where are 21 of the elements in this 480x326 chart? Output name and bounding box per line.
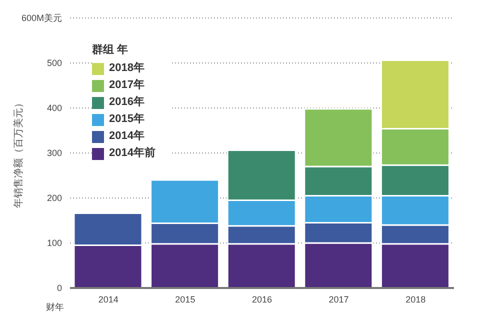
legend-title: 群组 年: [92, 42, 130, 58]
legend-label: 2015年: [109, 112, 144, 127]
legend-label: 2014年: [109, 128, 144, 144]
y-tick-label: 200: [46, 193, 62, 204]
x-tick-label: 2016: [252, 294, 272, 304]
x-tick-label: 2014: [98, 294, 118, 304]
x-tick-label: 2015: [175, 294, 196, 304]
legend-label: 2018年: [109, 60, 144, 76]
y-tick-label: 600M美元: [21, 13, 62, 24]
y-axis-title: 年销售净额（百万美元）: [12, 98, 25, 208]
y-tick-label: 100: [46, 238, 62, 248]
y-tick-label: 400: [46, 103, 62, 114]
legend-label: 2016年: [109, 94, 144, 110]
y-tick-label: 0: [56, 283, 62, 294]
x-tick-label: 2018: [406, 294, 426, 304]
y-tick-label: 500: [46, 58, 62, 68]
y-tick-label: 300: [46, 148, 62, 158]
x-tick-label: 2017: [328, 294, 349, 304]
x-axis-title: 财年: [46, 302, 64, 312]
legend-label: 2014年前: [109, 146, 156, 161]
legend-label: 2017年: [109, 78, 144, 93]
